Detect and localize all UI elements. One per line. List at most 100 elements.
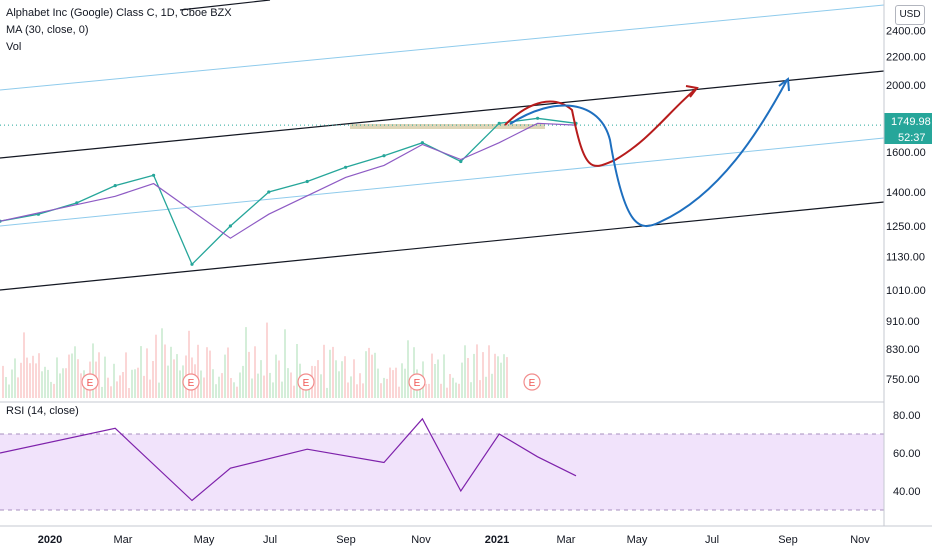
volume-bar bbox=[5, 377, 7, 398]
volume-bar bbox=[401, 363, 403, 398]
volume-bar bbox=[356, 384, 358, 398]
volume-bar bbox=[404, 368, 406, 398]
earnings-marker-label-4: E bbox=[529, 378, 536, 389]
volume-bar bbox=[212, 369, 214, 398]
time-tick-11: Nov bbox=[850, 534, 870, 546]
volume-bar bbox=[47, 369, 49, 398]
volume-bar bbox=[323, 344, 325, 398]
channel-top-edge bbox=[179, 0, 271, 11]
volume-bar bbox=[125, 352, 127, 398]
volume-bar bbox=[68, 354, 70, 398]
earnings-marker-label-0: E bbox=[87, 378, 94, 389]
volume-bar bbox=[143, 375, 145, 398]
volume-bar bbox=[200, 370, 202, 398]
volume-bar bbox=[251, 378, 253, 398]
volume-bar bbox=[473, 353, 475, 398]
volume-bar bbox=[92, 343, 94, 398]
volume-bar bbox=[443, 354, 445, 398]
volume-bar bbox=[119, 375, 121, 398]
volume-bar bbox=[29, 363, 31, 398]
volume-bar bbox=[20, 362, 22, 398]
volume-bar bbox=[137, 367, 139, 398]
price-tick-5: 1400.00 bbox=[886, 187, 926, 199]
rsi-indicator-label[interactable]: RSI (14, close) bbox=[6, 405, 79, 417]
volume-indicator-label[interactable]: Vol bbox=[6, 41, 22, 53]
volume-bar bbox=[233, 382, 235, 398]
volume-bar bbox=[149, 379, 151, 398]
time-tick-7: Mar bbox=[557, 534, 576, 546]
volume-bar bbox=[395, 367, 397, 398]
volume-bar bbox=[152, 361, 154, 398]
earnings-marker-2 bbox=[297, 373, 315, 391]
volume-bar bbox=[494, 353, 496, 398]
volume-bar bbox=[242, 365, 244, 398]
volume-bar bbox=[80, 373, 82, 398]
volume-bar bbox=[287, 368, 289, 398]
volume-bar bbox=[458, 383, 460, 398]
volume-bar bbox=[23, 332, 25, 398]
volume-bar bbox=[506, 357, 508, 398]
time-tick-9: Jul bbox=[705, 534, 719, 546]
volume-bar bbox=[14, 358, 16, 398]
volume-bar bbox=[374, 352, 376, 398]
volume-bar bbox=[338, 371, 340, 398]
price-point-12 bbox=[459, 159, 463, 164]
volume-bar bbox=[224, 354, 226, 398]
volume-bar bbox=[485, 376, 487, 398]
rsi-line bbox=[0, 417, 577, 502]
earnings-marker-label-2: E bbox=[303, 378, 310, 389]
volume-bar bbox=[203, 377, 205, 398]
price-point-14 bbox=[536, 116, 540, 120]
volume-bar bbox=[266, 322, 268, 398]
volume-bar bbox=[113, 363, 115, 398]
time-tick-1: Mar bbox=[114, 534, 133, 546]
price-tick-10: 830.00 bbox=[886, 344, 920, 356]
volume-bar bbox=[101, 386, 103, 398]
rsi-tick-1: 60.00 bbox=[893, 448, 921, 460]
volume-bar bbox=[248, 351, 250, 398]
time-tick-0: 2020 bbox=[38, 534, 62, 546]
price-point-11 bbox=[420, 141, 424, 145]
volume-bar bbox=[170, 346, 172, 398]
volume-bar bbox=[293, 385, 295, 398]
volume-bar bbox=[347, 382, 349, 398]
price-point-2 bbox=[75, 201, 79, 205]
volume-bar bbox=[71, 353, 73, 398]
volume-bar bbox=[371, 354, 373, 398]
price-point-6 bbox=[228, 224, 232, 228]
volume-bar bbox=[296, 344, 298, 398]
volume-bar bbox=[320, 374, 322, 398]
volume-bar bbox=[431, 353, 433, 398]
price-point-9 bbox=[344, 165, 348, 169]
currency-badge[interactable]: USD bbox=[895, 5, 925, 25]
volume-bar bbox=[272, 382, 274, 398]
volume-bar bbox=[269, 372, 271, 398]
price-point-13 bbox=[497, 121, 501, 125]
volume-bar bbox=[365, 351, 367, 398]
volume-bar bbox=[146, 348, 148, 398]
volume-bar bbox=[383, 377, 385, 398]
volume-bar bbox=[26, 357, 28, 398]
volume-bar bbox=[470, 382, 472, 398]
volume-bar bbox=[131, 369, 133, 398]
volume-bar bbox=[227, 347, 229, 398]
price-point-7 bbox=[267, 190, 271, 194]
volume-bar bbox=[362, 383, 364, 398]
volume-bar bbox=[176, 354, 178, 398]
volume-bar bbox=[215, 384, 217, 398]
volume-bar bbox=[503, 354, 505, 398]
volume-bar bbox=[107, 377, 109, 398]
volume-bar bbox=[284, 329, 286, 398]
volume-bar bbox=[116, 381, 118, 398]
ma-indicator-label[interactable]: MA (30, close, 0) bbox=[6, 24, 89, 36]
price-tick-4: 1600.00 bbox=[886, 147, 926, 159]
volume-bar bbox=[173, 359, 175, 398]
time-tick-5: Nov bbox=[411, 534, 431, 546]
volume-bar bbox=[377, 368, 379, 398]
volume-bar bbox=[497, 356, 499, 398]
symbol-title[interactable]: Alphabet Inc (Google) Class C, 1D, Cboe … bbox=[6, 7, 232, 19]
volume-bar bbox=[197, 344, 199, 398]
volume-bar bbox=[434, 364, 436, 398]
